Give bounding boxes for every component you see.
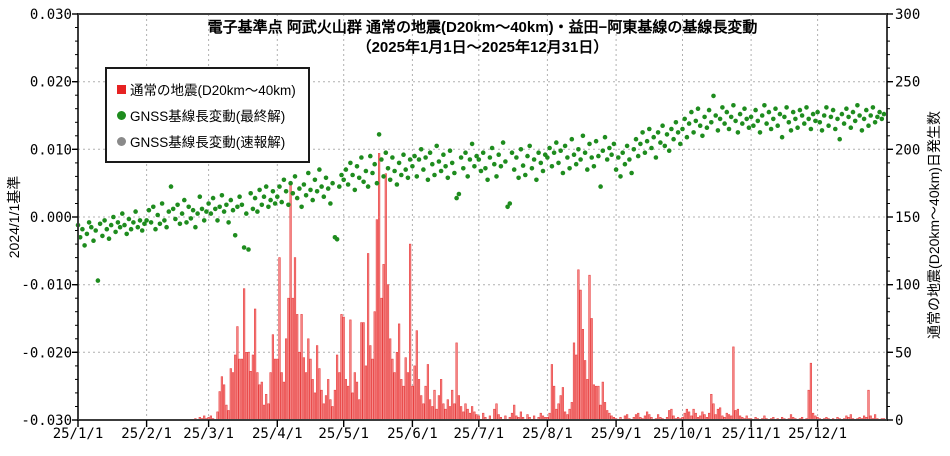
left-tick-label: -0.030 — [21, 413, 72, 429]
legend-item-gnss-rapid: GNSS基線長変動(速報解) — [117, 128, 296, 154]
gnss-rapid-dot-icon — [117, 136, 126, 146]
x-tick-label: 25/2/1 — [121, 426, 172, 442]
left-tick-label: -0.020 — [21, 345, 72, 361]
legend-label: GNSS基線長変動(最終解) — [130, 109, 286, 124]
tick-labels: 0.030 0.020 0.010 0.000 -0.010 -0.020 -0.030 30… — [21, 7, 920, 442]
x-tick-label: 25/11/1 — [722, 426, 781, 442]
right-tick-label: 250 — [895, 75, 920, 91]
earthquake-bars — [194, 153, 886, 421]
x-tick-label: 25/7/1 — [454, 426, 505, 442]
right-tick-label: 150 — [895, 210, 920, 226]
chart-subtitle: （2025年1月1日〜2025年12月31日） — [356, 39, 609, 56]
left-tick-label: 0.010 — [30, 142, 72, 158]
axis-ticks — [72, 13, 893, 427]
left-tick-label: -0.010 — [21, 278, 72, 294]
x-tick-label: 25/4/1 — [252, 426, 303, 442]
earthquake-square-icon — [117, 84, 126, 94]
right-tick-label: 50 — [895, 345, 912, 361]
x-tick-label: 25/8/1 — [522, 426, 573, 442]
left-tick-label: 0.000 — [30, 210, 72, 226]
x-tick-label: 25/12/1 — [788, 426, 847, 442]
left-axis-title: 2024/1/1基準 — [6, 175, 22, 259]
x-tick-label: 25/10/1 — [653, 426, 712, 442]
x-tick-label: 25/6/1 — [387, 426, 438, 442]
legend-label: GNSS基線長変動(速報解) — [130, 135, 286, 150]
gnss-final-points — [75, 93, 887, 283]
x-tick-label: 25/3/1 — [183, 426, 234, 442]
right-tick-label: 200 — [895, 142, 920, 158]
x-tick-label: 25/5/1 — [318, 426, 369, 442]
right-axis-title: 通常の地震(D20km〜40km)日発生数 — [926, 111, 942, 339]
legend-item-earthquake: 通常の地震(D20km〜40km) — [117, 76, 296, 102]
legend-label: 通常の地震(D20km〜40km) — [130, 83, 296, 98]
gnss-final-dot-icon — [117, 110, 126, 120]
chart-title: 電子基準点 阿武火山群 通常の地震(D20km〜40km)・益田−阿東基線の基線… — [207, 19, 758, 36]
right-tick-label: 0 — [895, 413, 903, 429]
legend: 通常の地震(D20km〜40km) GNSS基線長変動(最終解) GNSS基線長… — [105, 67, 310, 163]
x-tick-label: 25/1/1 — [53, 426, 104, 442]
x-tick-label: 25/9/1 — [591, 426, 642, 442]
right-tick-label: 100 — [895, 278, 920, 294]
right-tick-label: 300 — [895, 7, 920, 23]
legend-item-gnss-final: GNSS基線長変動(最終解) — [117, 102, 296, 128]
left-tick-label: 0.030 — [30, 7, 72, 23]
left-tick-label: 0.020 — [30, 75, 72, 91]
